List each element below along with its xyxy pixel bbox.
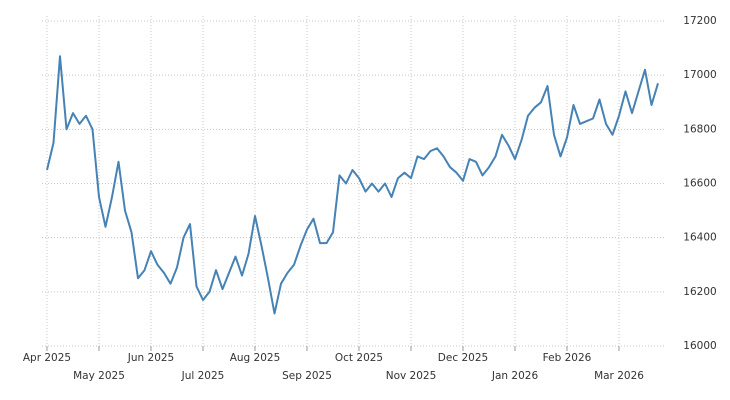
x-tick-label: Aug 2025 bbox=[230, 352, 281, 364]
x-tick-label: Nov 2025 bbox=[386, 370, 437, 382]
x-tick-label: May 2025 bbox=[73, 370, 125, 382]
x-tick-label: Dec 2025 bbox=[438, 352, 488, 364]
y-tick-label: 16400 bbox=[683, 232, 716, 244]
y-tick-label: 17200 bbox=[683, 15, 716, 27]
x-tick-label: Mar 2026 bbox=[594, 370, 644, 382]
x-tick-label: Jul 2025 bbox=[181, 370, 225, 382]
x-tick-label: Jun 2025 bbox=[127, 352, 174, 364]
x-tick-label: Jan 2026 bbox=[491, 370, 539, 382]
x-tick-label: Sep 2025 bbox=[282, 370, 332, 382]
x-tick-label: Feb 2026 bbox=[543, 352, 592, 364]
y-tick-label: 16800 bbox=[683, 123, 716, 135]
x-tick-label: Oct 2025 bbox=[335, 352, 383, 364]
x-tick-label: Apr 2025 bbox=[23, 352, 71, 364]
y-tick-label: 17000 bbox=[683, 69, 716, 81]
y-tick-label: 16600 bbox=[683, 178, 716, 190]
y-tick-label: 16200 bbox=[683, 286, 716, 298]
y-tick-label: 16000 bbox=[683, 340, 716, 352]
price-line bbox=[46, 55, 659, 315]
